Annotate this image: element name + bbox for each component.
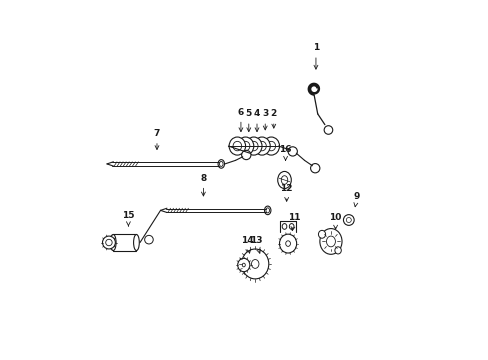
Ellipse shape — [241, 249, 268, 279]
Ellipse shape — [257, 141, 266, 151]
Text: 8: 8 — [200, 174, 206, 196]
Text: 4: 4 — [253, 109, 260, 132]
Ellipse shape — [279, 234, 296, 253]
Ellipse shape — [110, 234, 116, 251]
Ellipse shape — [263, 137, 279, 155]
Text: 7: 7 — [154, 129, 160, 149]
Ellipse shape — [249, 141, 258, 151]
Ellipse shape — [326, 236, 335, 247]
Ellipse shape — [318, 230, 325, 238]
FancyBboxPatch shape — [113, 234, 136, 251]
Text: 15: 15 — [122, 211, 134, 226]
Circle shape — [105, 239, 112, 246]
Text: 14: 14 — [241, 236, 253, 253]
Text: 3: 3 — [262, 109, 268, 130]
Ellipse shape — [281, 176, 287, 184]
Text: 16: 16 — [279, 145, 291, 160]
Ellipse shape — [233, 141, 241, 151]
Circle shape — [102, 236, 115, 249]
Text: 13: 13 — [249, 236, 262, 253]
Text: 2: 2 — [270, 109, 276, 128]
Text: 11: 11 — [287, 213, 300, 231]
Circle shape — [343, 215, 353, 225]
Text: 1: 1 — [312, 43, 318, 69]
Ellipse shape — [277, 171, 291, 189]
Text: 5: 5 — [245, 109, 251, 132]
Ellipse shape — [245, 137, 262, 155]
Circle shape — [241, 150, 250, 159]
Ellipse shape — [242, 263, 245, 267]
Ellipse shape — [285, 241, 290, 246]
Ellipse shape — [264, 206, 270, 215]
Text: 9: 9 — [353, 192, 360, 207]
Ellipse shape — [237, 137, 253, 155]
Ellipse shape — [219, 161, 223, 166]
Text: 10: 10 — [329, 213, 341, 229]
Ellipse shape — [237, 258, 249, 272]
Text: 12: 12 — [280, 184, 292, 201]
Circle shape — [287, 147, 297, 156]
Ellipse shape — [229, 137, 245, 155]
Circle shape — [346, 217, 350, 222]
Circle shape — [310, 163, 319, 173]
Ellipse shape — [265, 208, 269, 213]
Ellipse shape — [334, 247, 341, 254]
Ellipse shape — [251, 260, 259, 268]
Ellipse shape — [241, 141, 249, 151]
Ellipse shape — [282, 224, 286, 229]
Ellipse shape — [289, 224, 293, 229]
Circle shape — [324, 126, 332, 134]
Ellipse shape — [319, 229, 341, 254]
Text: 6: 6 — [237, 108, 244, 132]
Ellipse shape — [253, 137, 270, 155]
Circle shape — [144, 235, 153, 244]
Ellipse shape — [218, 159, 224, 168]
Ellipse shape — [266, 141, 275, 151]
Ellipse shape — [133, 234, 139, 251]
